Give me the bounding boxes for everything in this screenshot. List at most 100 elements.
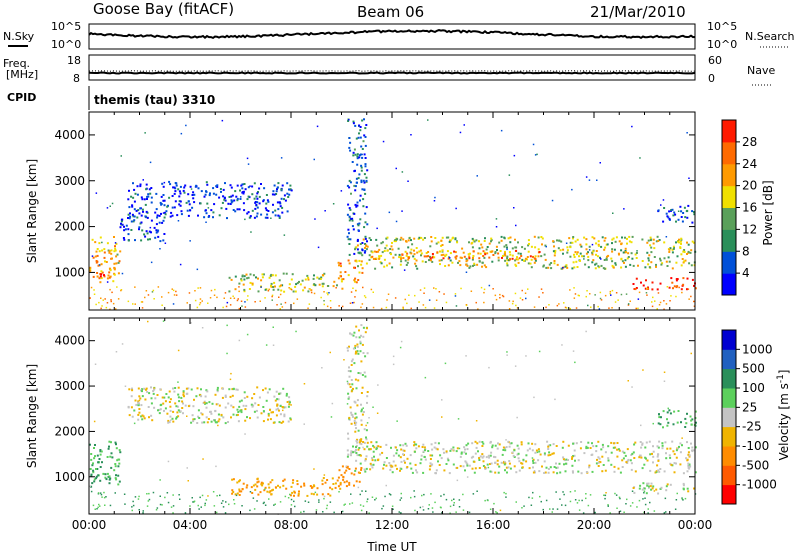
velocity-echo-6 (465, 461, 468, 464)
power-echo-10 (674, 213, 677, 216)
velocity-colorbar-tick-label-5: 100 (742, 381, 765, 395)
power-echo-4 (277, 288, 280, 291)
power-clutter-echo (629, 300, 631, 302)
velocity-speckle-echo (321, 367, 323, 369)
power-echo-8 (515, 249, 518, 252)
power-echo-7 (682, 250, 685, 253)
velocity-echo-0 (89, 443, 91, 446)
power-echo-7 (415, 247, 418, 249)
velocity-echo-2 (232, 387, 235, 390)
power-echo-7 (597, 240, 600, 243)
velocity-clutter-echo (626, 498, 628, 501)
power-echo-7 (631, 235, 634, 238)
velocity-echo-3 (339, 483, 342, 486)
power-echo-6 (348, 243, 351, 245)
power-echo-9 (668, 286, 671, 289)
power-echo-5 (338, 264, 340, 267)
power-echo-5 (348, 262, 351, 265)
velocity-clutter-echo (422, 509, 425, 511)
power-echo-7 (603, 239, 606, 242)
nsearch-label: N.Search (745, 30, 795, 43)
power-echo-7 (394, 240, 397, 243)
power-echo-2 (277, 182, 280, 185)
power-clutter-echo (175, 294, 178, 296)
power-echo-6 (346, 184, 349, 187)
power-speckle-echo (515, 224, 517, 227)
velocity-echo-2 (137, 413, 140, 416)
power-echo-7 (440, 239, 443, 242)
power-echo-10 (677, 218, 680, 221)
power-echo-6 (348, 207, 351, 210)
power-echo-2 (265, 209, 268, 212)
power-clutter-echo (609, 292, 611, 295)
power-echo-2 (136, 185, 139, 188)
power-echo-2 (265, 202, 268, 205)
velocity-echo-0 (115, 478, 118, 481)
velocity-echo-6 (385, 443, 388, 446)
power-echo-10 (685, 210, 688, 213)
velocity-echo-6 (399, 456, 402, 459)
power-echo-7 (485, 266, 488, 269)
velocity-echo-6 (385, 464, 388, 467)
power-echo-8 (386, 249, 389, 252)
velocity-echo-6 (431, 448, 434, 451)
velocity-echo-2 (254, 402, 257, 405)
velocity-echo-2 (150, 414, 153, 417)
power-echo-7 (600, 264, 603, 267)
power-speckle-echo (240, 196, 242, 198)
velocity-echo-6 (388, 462, 391, 464)
power-echo-10 (670, 209, 673, 211)
power-speckle-echo (179, 263, 182, 266)
velocity-echo-8 (658, 416, 661, 419)
velocity-clutter-echo (104, 504, 106, 506)
velocity-echo-6 (583, 452, 586, 455)
velocity-clutter-echo (616, 507, 618, 509)
power-echo-3 (148, 230, 151, 233)
power-echo-0 (97, 264, 100, 267)
velocity-echo-8 (668, 409, 671, 412)
velocity-echo-5 (346, 455, 349, 458)
velocity-echo-6 (391, 465, 394, 468)
velocity-echo-2 (269, 418, 272, 421)
velocity-echo-2 (176, 411, 179, 414)
velocity-echo-8 (657, 422, 660, 425)
power-colorbar-swatch-6 (722, 141, 736, 165)
velocity-echo-0 (101, 461, 103, 464)
power-clutter-echo (666, 286, 669, 288)
power-echo-7 (523, 259, 525, 262)
velocity-clutter-echo (132, 504, 135, 507)
velocity-clutter-echo (193, 501, 195, 503)
velocity-echo-6 (586, 446, 589, 449)
power-echo-7 (420, 236, 423, 239)
power-clutter-echo (238, 290, 240, 293)
power-echo-2 (215, 193, 218, 196)
power-echo-3 (138, 228, 140, 231)
velocity-clutter-echo (114, 492, 116, 494)
power-echo-6 (355, 137, 358, 140)
velocity-echo-0 (118, 449, 121, 452)
power-echo-10 (672, 214, 675, 217)
velocity-echo-3 (331, 488, 334, 491)
power-echo-7 (606, 243, 609, 246)
velocity-clutter-echo (198, 508, 200, 510)
velocity-echo-2 (163, 409, 165, 412)
velocity-echo-2 (201, 421, 204, 424)
velocity-echo-2 (181, 407, 184, 409)
power-echo-7 (644, 266, 647, 269)
power-clutter-echo (625, 293, 628, 295)
power-echo-0 (111, 257, 113, 260)
power-echo-7 (579, 252, 582, 255)
velocity-echo-0 (106, 456, 109, 458)
velocity-echo-6 (602, 464, 605, 466)
velocity-echo-3 (337, 485, 340, 488)
velocity-echo-6 (460, 452, 463, 455)
velocity-clutter-echo (252, 497, 255, 499)
power-echo-2 (272, 190, 275, 193)
velocity-xtick-label-2: 08:00 (274, 518, 309, 532)
power-echo-7 (585, 252, 588, 255)
power-echo-7 (365, 262, 368, 265)
velocity-echo-6 (535, 449, 538, 452)
power-echo-2 (131, 204, 134, 207)
power-speckle-echo (688, 177, 690, 179)
velocity-echo-2 (151, 419, 154, 422)
